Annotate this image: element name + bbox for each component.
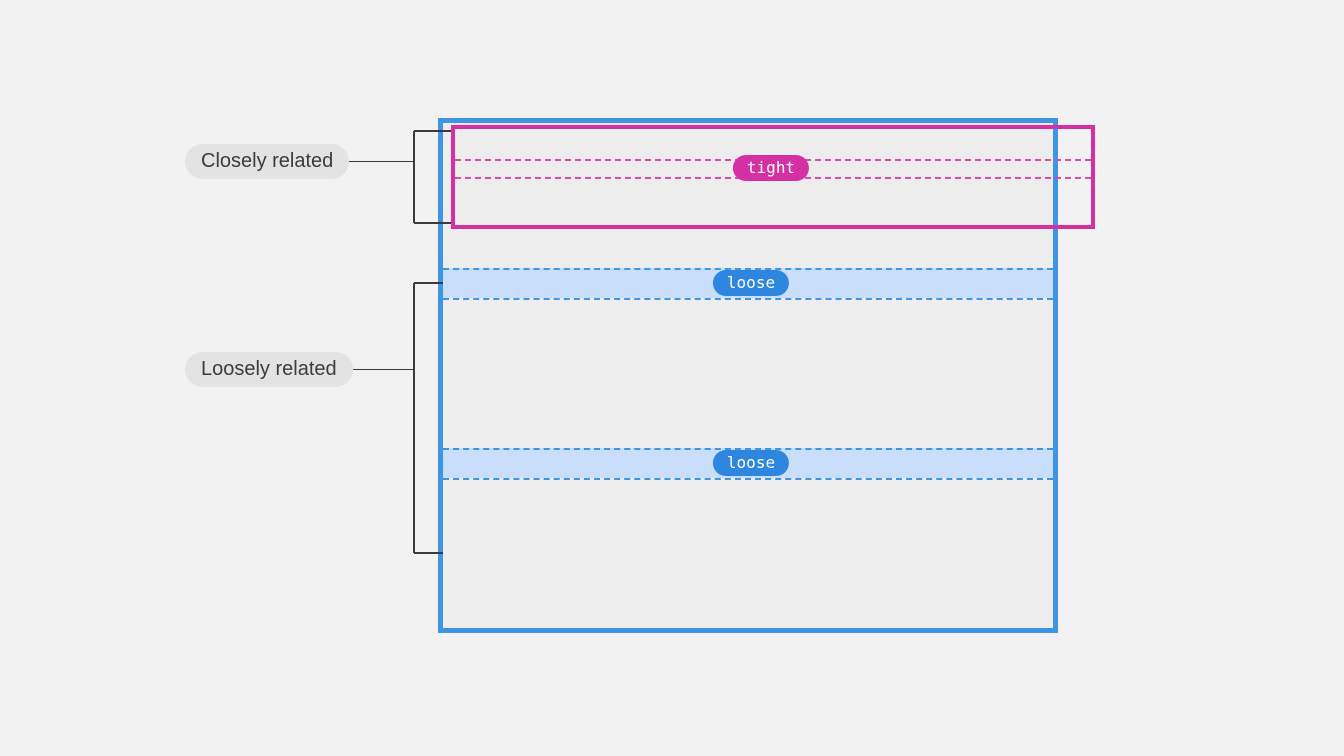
loose-band-bottom-edge xyxy=(443,298,1053,300)
loosely-related-label: Loosely related xyxy=(185,352,353,387)
loosely-connector-tick xyxy=(414,282,443,284)
closely-connector-tick xyxy=(414,130,451,132)
closely-connector-tick xyxy=(414,222,451,224)
closely-connector-stem xyxy=(349,161,414,163)
closely-connector-vertical xyxy=(413,131,415,223)
loose-pill: loose xyxy=(713,270,789,296)
loosely-connector-tick xyxy=(414,552,443,554)
diagram-stage: tight loose loose Closely related Loosel… xyxy=(0,0,1344,756)
loose-band-bottom-edge xyxy=(443,478,1053,480)
tight-pill: tight xyxy=(733,155,809,181)
loose-pill: loose xyxy=(713,450,789,476)
loosely-connector-stem xyxy=(353,369,414,371)
closely-related-label: Closely related xyxy=(185,144,349,179)
loosely-connector-vertical xyxy=(413,283,415,553)
